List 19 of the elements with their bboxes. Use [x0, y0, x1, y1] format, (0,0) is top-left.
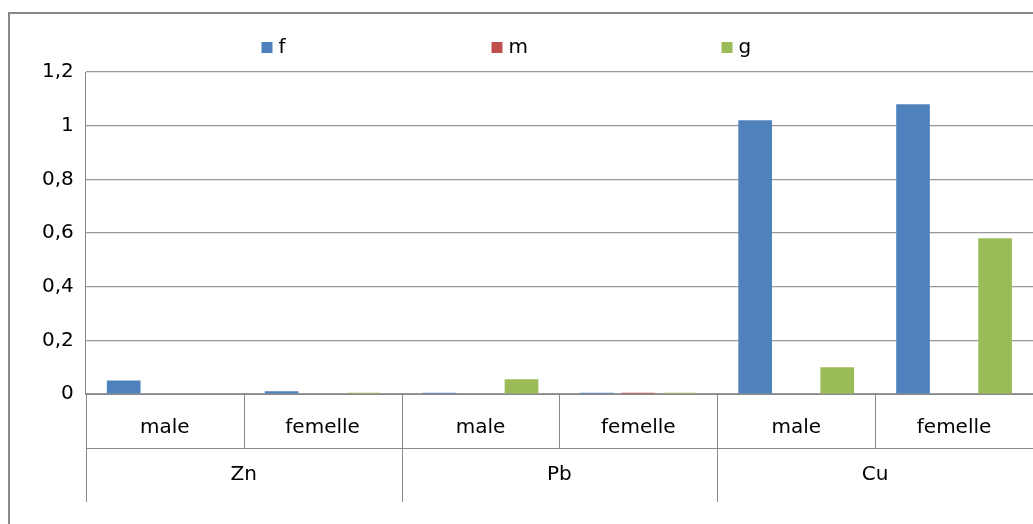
y-tick-label: 1,2 [41, 58, 74, 83]
y-tick-label: 0,6 [41, 219, 74, 244]
y-tick-label: 0,2 [41, 326, 74, 351]
legend-label: f [278, 34, 287, 59]
text: Zn [230, 461, 257, 486]
x-tick-label: femelle [916, 414, 992, 439]
y-tick-label: 0,8 [41, 165, 74, 190]
legend-label: g [738, 34, 752, 59]
x-tick-label: male [455, 414, 506, 439]
text: Cu [861, 461, 889, 486]
x-tick-label: femelle [285, 414, 360, 439]
y-tick-label: 1 [61, 111, 74, 136]
x-tick-label: male [139, 414, 190, 439]
text: Pb [547, 461, 572, 486]
x-tick-label: male [771, 414, 822, 439]
legend-label: m [508, 34, 528, 59]
x-tick-label: femelle [601, 414, 676, 439]
y-tick-label: 0 [61, 380, 74, 405]
y-tick-label: 0,4 [41, 272, 74, 297]
